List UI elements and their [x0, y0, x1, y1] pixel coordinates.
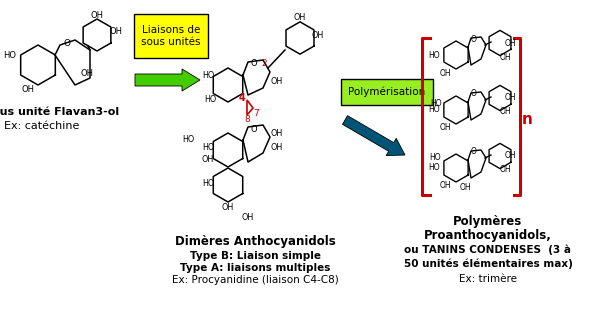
- Text: O: O: [63, 39, 71, 47]
- Text: HO: HO: [428, 50, 440, 59]
- Text: Polymérisation: Polymérisation: [348, 87, 426, 97]
- Text: OH: OH: [271, 143, 283, 153]
- Text: O: O: [471, 89, 477, 98]
- Text: OH: OH: [504, 39, 516, 47]
- Text: OH: OH: [271, 78, 283, 86]
- Text: Type B: Liaison simple: Type B: Liaison simple: [190, 251, 320, 261]
- Text: OH: OH: [499, 108, 511, 117]
- Text: OH: OH: [91, 10, 103, 19]
- Text: OH: OH: [312, 31, 324, 40]
- Text: Ex: Procyanidine (liaison C4-C8): Ex: Procyanidine (liaison C4-C8): [171, 275, 339, 285]
- Text: OH: OH: [21, 85, 35, 94]
- Text: OH: OH: [80, 70, 94, 79]
- Text: Dimères Anthocyanidols: Dimères Anthocyanidols: [174, 236, 336, 249]
- Text: OH: OH: [202, 156, 214, 165]
- Text: HO: HO: [428, 164, 440, 172]
- Text: OH: OH: [504, 152, 516, 161]
- Text: 8: 8: [244, 116, 250, 125]
- Text: ou TANINS CONDENSES  (3 à: ou TANINS CONDENSES (3 à: [404, 245, 572, 255]
- Text: HO: HO: [4, 50, 16, 59]
- Polygon shape: [342, 116, 405, 156]
- Text: HO: HO: [202, 178, 214, 187]
- Polygon shape: [135, 69, 200, 91]
- Text: 4: 4: [238, 93, 246, 103]
- Text: O: O: [250, 59, 257, 69]
- Text: OH: OH: [294, 13, 306, 23]
- Text: Ex: catéchine: Ex: catéchine: [4, 121, 80, 131]
- Text: OH: OH: [242, 213, 254, 222]
- Text: OH: OH: [439, 181, 451, 191]
- Text: HO: HO: [204, 95, 216, 104]
- Text: HO: HO: [182, 135, 194, 144]
- Text: OH: OH: [504, 93, 516, 102]
- FancyBboxPatch shape: [341, 79, 433, 105]
- Text: OH: OH: [459, 183, 471, 193]
- Text: HO: HO: [202, 71, 214, 80]
- Text: Liaisons de
sous unités: Liaisons de sous unités: [141, 25, 201, 47]
- Text: HO: HO: [430, 98, 442, 108]
- Text: HO: HO: [428, 106, 440, 115]
- Text: Ex: trimère: Ex: trimère: [459, 274, 517, 284]
- FancyBboxPatch shape: [134, 14, 208, 58]
- Text: HO: HO: [429, 154, 441, 163]
- Text: O: O: [471, 148, 477, 157]
- Text: 7: 7: [253, 109, 259, 118]
- Text: OH: OH: [499, 52, 511, 61]
- Text: OH: OH: [109, 28, 122, 37]
- Text: OH: OH: [439, 124, 451, 132]
- Text: OH: OH: [499, 166, 511, 174]
- Text: 50 unités élémentaires max): 50 unités élémentaires max): [404, 259, 573, 269]
- Text: Polymères: Polymères: [454, 215, 523, 228]
- Text: n: n: [522, 113, 533, 127]
- Text: OH: OH: [439, 69, 451, 78]
- Text: 2: 2: [261, 58, 267, 68]
- Text: Type A: liaisons multiples: Type A: liaisons multiples: [180, 263, 330, 273]
- Text: Proanthocyanidols,: Proanthocyanidols,: [424, 229, 552, 243]
- Text: HO: HO: [202, 143, 214, 153]
- Text: O: O: [250, 125, 257, 133]
- Text: OH: OH: [271, 128, 283, 137]
- Text: Sous unité Flavan3-ol: Sous unité Flavan3-ol: [0, 107, 120, 117]
- Text: O: O: [471, 35, 477, 43]
- Text: OH: OH: [222, 204, 234, 212]
